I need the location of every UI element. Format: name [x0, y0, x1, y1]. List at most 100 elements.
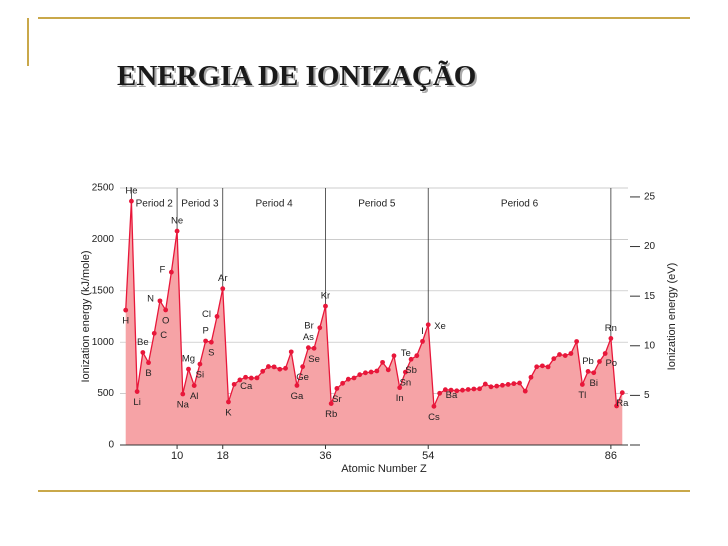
y2-tick-label: 15 [644, 291, 656, 302]
element-label: Ga [291, 391, 304, 402]
element-label: Ra [616, 398, 629, 409]
point [248, 375, 254, 381]
period-label: Period 5 [358, 199, 396, 210]
y-axis-title: Ionization energy (kJ/mole) [80, 250, 92, 382]
point [157, 298, 163, 304]
element-label: Sb [405, 365, 417, 376]
point [500, 382, 505, 388]
point [140, 350, 146, 355]
point [460, 387, 465, 393]
point [266, 364, 271, 369]
x-tick-label: 54 [422, 450, 434, 462]
element-label: Cl [202, 309, 211, 320]
point [397, 385, 403, 391]
y-tick-label: 0 [108, 440, 114, 451]
point [163, 307, 169, 313]
point [562, 353, 568, 358]
point [146, 360, 151, 366]
point [448, 387, 454, 393]
element-label: Xe [434, 321, 446, 332]
point [414, 353, 420, 359]
period-label: Period 4 [255, 199, 293, 210]
point [317, 325, 323, 331]
point [231, 381, 237, 387]
point [208, 339, 214, 345]
point [357, 372, 363, 378]
element-label: S [208, 348, 214, 359]
point [477, 386, 482, 392]
period-label: Period 6 [501, 199, 539, 210]
y2-tick-label: 20 [644, 241, 656, 252]
element-label: Al [190, 391, 198, 402]
x-axis-title: Atomic Number Z [341, 463, 427, 475]
point [557, 352, 562, 357]
y-tick-label: 1000 [92, 337, 115, 348]
element-label: P [202, 325, 208, 336]
element-label: I [421, 326, 424, 337]
point [614, 403, 619, 409]
point [420, 338, 425, 344]
y-tick-label: 500 [97, 388, 114, 399]
point [534, 364, 540, 370]
element-label: In [396, 393, 404, 404]
point [260, 368, 266, 374]
point [602, 351, 608, 356]
point [277, 366, 283, 372]
element-label: Ca [240, 381, 253, 392]
x-tick-label: 18 [217, 450, 229, 462]
point [619, 390, 625, 396]
point [351, 375, 357, 381]
point [300, 364, 306, 370]
element-label: Rb [325, 409, 337, 420]
element-label: Mg [182, 354, 195, 365]
element-label: Tl [578, 390, 586, 401]
point [129, 198, 134, 204]
element-label: Se [308, 354, 320, 365]
point [283, 365, 288, 371]
element-label: Te [401, 348, 411, 359]
area [125, 201, 623, 445]
element-label: Ba [446, 390, 458, 401]
point [465, 387, 471, 392]
point [134, 389, 140, 394]
x-tick-label: 86 [605, 450, 617, 462]
point [522, 388, 528, 394]
point [363, 370, 368, 376]
point [391, 353, 397, 359]
point [385, 367, 391, 373]
point [226, 399, 231, 405]
element-label: Br [304, 320, 314, 331]
point [402, 369, 408, 375]
point [340, 380, 346, 386]
x-tick-label: 36 [319, 450, 331, 462]
point [368, 369, 374, 375]
element-label: Bi [590, 378, 598, 389]
element-label: Li [133, 397, 140, 408]
element-label: Kr [321, 291, 331, 302]
point [494, 383, 500, 389]
point [328, 401, 334, 406]
y-tick-label: 2500 [92, 183, 115, 194]
point [528, 374, 534, 380]
line [125, 201, 623, 407]
point [425, 322, 431, 328]
slide-title: ENERGIA DE IONIZAÇÃO [117, 59, 476, 92]
y2-axis-title: Ionization energy (eV) [666, 263, 678, 371]
point [551, 356, 557, 362]
point [305, 345, 311, 351]
y2-tick-label: 5 [644, 390, 650, 401]
point [517, 380, 522, 386]
point [186, 366, 191, 372]
point [442, 387, 448, 393]
x-tick-label: 10 [171, 450, 183, 462]
point [203, 338, 209, 344]
point [579, 382, 585, 387]
period-label: Period 2 [136, 199, 174, 210]
point [243, 374, 248, 380]
point [311, 345, 317, 351]
point [345, 376, 351, 382]
chart: 0 500 1000 1500 2000 2500 5 10 15 20 25 10 18 36 54 86 P… [80, 183, 678, 475]
point [545, 364, 551, 370]
y2-tick-label: 25 [644, 192, 656, 203]
